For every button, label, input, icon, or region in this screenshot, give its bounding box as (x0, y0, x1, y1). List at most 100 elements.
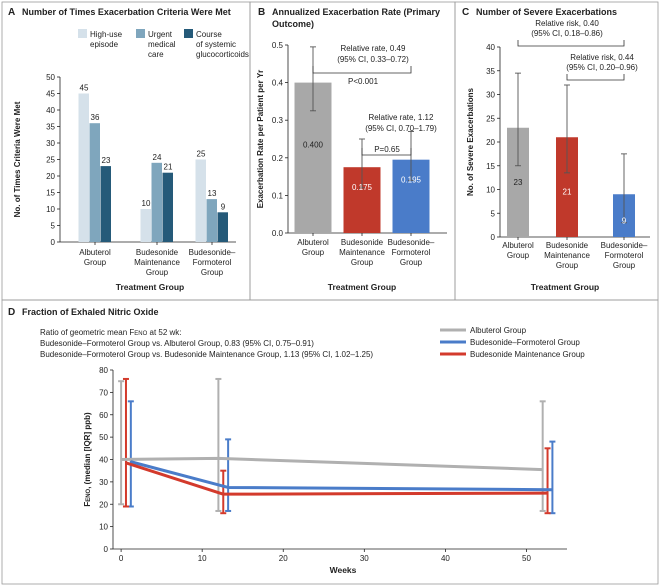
panel-a-data-label: 13 (208, 189, 217, 198)
panel-d-note-0-part: Ratio of geometric mean F (40, 328, 134, 337)
panel-a-bar (217, 212, 228, 242)
panel-b-x-tick-label-1-line-0: Budesonide (341, 238, 384, 247)
panel-b-x-tick-label-2-line-2: Group (400, 258, 423, 267)
panel-a-bar (162, 172, 173, 242)
panel-a-data-label: 25 (197, 150, 206, 159)
panel-a-y-tick-label: 0 (51, 238, 56, 247)
panel-a-legend-label-1-line-0: Urgent (148, 30, 173, 39)
panel-a-x-tick-label-2-line-0: Budesonide– (189, 248, 236, 257)
panel-b-x-tick-label-1-line-1: Maintenance (339, 248, 385, 257)
panel-d-frame (1, 299, 659, 585)
panel-a-legend-label-2-line-1: of systemic (196, 40, 236, 49)
panel-b-bracket-1 (312, 66, 412, 74)
panel-a-y-tick-label: 25 (46, 156, 55, 165)
panel-a-bar (151, 162, 162, 242)
panel-d-y-axis-title-part: ENO (86, 488, 92, 501)
panel-d-y-tick-label: 30 (99, 478, 108, 487)
panel-d-y-axis-title-part: , (median [IQR] ppb) (83, 412, 92, 489)
panel-a-y-tick-label: 35 (46, 123, 55, 132)
panel-title-b-line-0: Annualized Exacerbation Rate (Primary (272, 7, 440, 17)
panel-a-legend-label-1-line-2: care (148, 50, 164, 59)
panel-c-bar (507, 127, 529, 237)
panel-a-bar (100, 166, 111, 242)
panel-title-c-line-0: Number of Severe Exacerbations (476, 7, 617, 17)
panel-a-x-tick-label-2-line-1: Formoterol (193, 258, 232, 267)
panel-b-annotation-2-line-1: (95% CI, 0.70–1.79) (365, 124, 437, 133)
panel-d-legend-label: Albuterol Group (470, 326, 527, 335)
panel-b-y-tick-label: 0.4 (272, 79, 284, 88)
panel-a-data-label: 24 (153, 153, 162, 162)
panel-d-y-axis-title: FENO, (median [IQR] ppb) (83, 412, 92, 507)
panel-letter-d: D (8, 307, 15, 318)
panel-d-legend-label: Budesonide–Formoterol Group (470, 338, 580, 347)
panel-a-x-tick-label-2-line-2: Group (201, 268, 224, 277)
panel-d-x-tick-label: 20 (279, 554, 288, 563)
panel-a-y-tick-label: 40 (46, 106, 55, 115)
panel-c-bracket-2 (566, 74, 625, 81)
panel-c-x-tick-label-0-line-0: Albuterol (502, 241, 534, 250)
panel-d-line-1 (130, 460, 553, 492)
panel-b-annotation-2-line-0: Relative rate, 1.12 (369, 113, 434, 122)
panel-a-data-label: 36 (91, 113, 100, 122)
panel-c-data-label: 23 (514, 178, 523, 187)
panel-c-bracket-1 (517, 40, 625, 47)
panel-letter-b: B (258, 7, 265, 18)
panel-d-line-2 (125, 461, 548, 496)
panel-a-legend-swatch (136, 29, 145, 38)
panel-a-x-tick-label-1-line-0: Budesonide (136, 248, 179, 257)
panel-b-y-tick-label: 0.5 (272, 41, 284, 50)
panel-d-y-tick-label: 0 (104, 545, 109, 554)
panel-a-bar (140, 209, 151, 242)
panel-c-y-tick-label: 0 (491, 233, 496, 242)
panel-c-x-tick-label-1-line-1: Maintenance (544, 251, 590, 260)
panel-b: B Annualized Exacerbation Rate (Primary Ou… (256, 7, 447, 292)
panel-c-y-axis-title: No. of Severe Exacerbations (466, 87, 475, 196)
panel-b-x-axis-title: Treatment Group (328, 282, 396, 292)
panel-d-y-tick-label: 70 (99, 388, 108, 397)
panel-d-line-0 (121, 456, 543, 472)
panel-d-y-tick-label: 20 (99, 500, 108, 509)
panel-d-y-tick-label: 80 (99, 366, 108, 375)
panel-a-y-tick-label: 5 (51, 222, 56, 231)
panel-letter-a: A (8, 7, 15, 18)
panel-a-bar (195, 159, 206, 242)
panel-b-x-tick-label-0-line-1: Group (302, 248, 325, 257)
panel-a-bar (206, 199, 217, 242)
panel-a-data-label: 10 (142, 199, 151, 208)
panel-c-y-tick-label: 15 (486, 162, 495, 171)
panel-a-legend-label-0-line-0: High-use (90, 30, 123, 39)
panel-b-y-tick-label: 0.3 (272, 116, 284, 125)
panel-d-y-tick-label: 50 (99, 433, 108, 442)
panel-b-data-label: 0.400 (303, 141, 324, 150)
panel-c-x-tick-label-1-line-0: Budesonide (546, 241, 589, 250)
panel-a: A Number of Times Exacerbation Criteria W… (8, 7, 249, 292)
panel-a-data-label: 45 (80, 84, 89, 93)
panel-a-data-label: 23 (102, 156, 111, 165)
panel-b-y-tick-label: 0.0 (272, 229, 284, 238)
panel-c-data-label: 9 (622, 216, 627, 225)
panel-c-x-tick-label-2-line-2: Group (613, 261, 636, 270)
panel-a-y-axis-title: No. of Times Criteria Were Met (13, 101, 22, 217)
panel-c-annotation-1-line-1: (95% CI, 0.18–0.86) (531, 29, 603, 38)
panel-b-x-tick-label-1-line-2: Group (351, 258, 374, 267)
panel-b-y-tick-label: 0.1 (272, 191, 284, 200)
panel-title-b-line-1: Outcome) (272, 19, 314, 29)
panel-title-d-line-0: Fraction of Exhaled Nitric Oxide (22, 307, 159, 317)
panel-a-legend-label-1-line-1: medical (148, 40, 176, 49)
panel-b-y-axis-title: Exacerbation Rate per Patient per Yr (256, 70, 265, 209)
panel-a-data-label: 9 (221, 202, 226, 211)
panel-a-legend-swatch (184, 29, 193, 38)
panel-d-note-0-part: ENO (134, 331, 147, 337)
panel-a-x-tick-label-0-line-1: Group (84, 258, 107, 267)
panel-d-y-tick-label: 60 (99, 411, 108, 420)
panel-d-x-tick-label: 50 (522, 554, 531, 563)
panel-b-y-tick-label: 0.2 (272, 154, 284, 163)
panel-a-legend-label-2-line-2: glucocorticoids (196, 50, 249, 59)
panel-c-x-tick-label-2-line-1: Formoterol (605, 251, 644, 260)
panel-c-y-tick-label: 10 (486, 186, 495, 195)
panel-c-x-tick-label-1-line-2: Group (556, 261, 579, 270)
panel-c-annotation-2-line-0: Relative risk, 0.44 (570, 53, 634, 62)
panel-d-y-tick-label: 10 (99, 523, 108, 532)
panel-c-annotation-1-line-0: Relative risk, 0.40 (535, 19, 599, 28)
